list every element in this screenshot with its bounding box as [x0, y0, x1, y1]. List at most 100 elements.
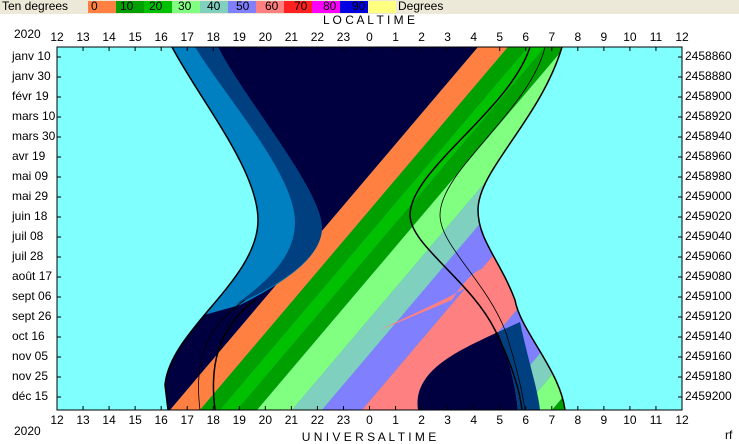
top-tick-label: 17	[181, 30, 195, 44]
legend-swatch	[88, 1, 116, 13]
bottom-tick-label: 16	[154, 413, 168, 427]
bottom-tick-label: 2	[418, 413, 425, 427]
legend-label: 40	[207, 0, 221, 13]
top-tick-label: 5	[496, 30, 503, 44]
legend-label: 30	[178, 0, 192, 13]
legend-label: 20	[149, 0, 163, 13]
date-label: mars 10	[12, 109, 56, 123]
legend-label: 70	[294, 0, 308, 13]
legend: 0 10 20 30 40 50 60 70 80 90	[88, 0, 396, 13]
top-title: L O C A L T I M E	[323, 13, 415, 27]
top-tick-label: 20	[259, 30, 273, 44]
top-tick-label: 12	[675, 30, 689, 44]
footer: rf	[725, 428, 733, 442]
top-tick-label: 23	[337, 30, 351, 44]
date-label: mai 09	[12, 169, 48, 183]
bottom-tick-label: 12	[50, 413, 64, 427]
date-label: janv 10	[11, 49, 51, 63]
date-label: sept 06	[12, 289, 52, 303]
top-tick-label: 19	[233, 30, 247, 44]
bottom-tick-label: 18	[207, 413, 221, 427]
julian-day-label: 2458940	[685, 129, 732, 143]
bottom-tick-label: 1	[392, 413, 399, 427]
top-tick-label: 7	[548, 30, 555, 44]
legend-label: 10	[120, 0, 134, 13]
bottom-tick-label: 12	[675, 413, 689, 427]
bottom-tick-label: 17	[181, 413, 195, 427]
top-tick-label: 0	[366, 30, 373, 44]
date-label: nov 05	[12, 349, 48, 363]
date-label: juin 18	[11, 209, 48, 223]
top-tick-label: 13	[76, 30, 90, 44]
year-bottom: 2020	[14, 424, 41, 438]
bottom-tick-label: 23	[337, 413, 351, 427]
julian-day-label: 2459140	[685, 329, 732, 343]
julian-day-label: 2459120	[685, 309, 732, 323]
bottom-tick-label: 5	[496, 413, 503, 427]
bottom-tick-label: 19	[233, 413, 247, 427]
date-label: nov 25	[12, 369, 48, 383]
julian-day-label: 2459180	[685, 369, 732, 383]
legend-label: 80	[323, 0, 337, 13]
top-tick-label: 11	[650, 30, 663, 44]
top-tick-label: 1	[392, 30, 399, 44]
bottom-tick-label: 4	[470, 413, 477, 427]
top-tick-label: 10	[623, 30, 637, 44]
top-tick-label: 12	[50, 30, 64, 44]
legend-swatch	[340, 1, 368, 13]
julian-day-label: 2459000	[685, 189, 732, 203]
legend-swatch	[144, 1, 172, 13]
legend-swatch	[228, 1, 256, 13]
date-label: mars 30	[12, 129, 56, 143]
bottom-tick-label: 13	[76, 413, 90, 427]
top-tick-label: 22	[311, 30, 325, 44]
date-label: janv 30	[11, 69, 51, 83]
top-tick-label: 21	[285, 30, 299, 44]
julian-day-label: 2459020	[685, 209, 732, 223]
date-label: déc 15	[12, 389, 48, 403]
bottom-tick-label: 7	[548, 413, 555, 427]
bottom-tick-label: 8	[574, 413, 581, 427]
bottom-tick-label: 14	[102, 413, 116, 427]
julian-day-label: 2458960	[685, 149, 732, 163]
date-label: juil 28	[11, 249, 44, 263]
julian-day-label: 2458900	[685, 89, 732, 103]
legend-label: 60	[265, 0, 279, 13]
legend-swatch	[256, 1, 284, 13]
legend-label: 0	[91, 0, 98, 13]
date-label: mai 29	[12, 189, 48, 203]
bottom-tick-label: 22	[311, 413, 325, 427]
bottom-tick-label: 15	[128, 413, 142, 427]
top-tick-label: 6	[522, 30, 529, 44]
legend-unit: Degrees	[398, 0, 443, 13]
legend-swatch	[368, 1, 396, 13]
legend-swatch	[284, 1, 312, 13]
julian-day-label: 2459160	[685, 349, 732, 363]
top-tick-label: 2	[418, 30, 425, 44]
legend-label: 90	[352, 0, 366, 13]
julian-day-label: 2459040	[685, 229, 732, 243]
top-tick-label: 15	[128, 30, 142, 44]
top-tick-label: 16	[154, 30, 168, 44]
julian-day-label: 2459200	[685, 389, 732, 403]
bottom-tick-label: 6	[522, 413, 529, 427]
julian-day-label: 2458980	[685, 169, 732, 183]
bottom-tick-label: 11	[650, 413, 663, 427]
date-label: févr 19	[12, 89, 49, 103]
date-label: sept 26	[12, 309, 52, 323]
date-label: avr 19	[12, 149, 46, 163]
legend-swatch	[172, 1, 200, 13]
julian-day-label: 2459060	[685, 249, 732, 263]
legend-swatch	[312, 1, 340, 13]
top-tick-label: 18	[207, 30, 221, 44]
bottom-tick-label: 0	[366, 413, 373, 427]
julian-day-label: 2459080	[685, 269, 732, 283]
top-tick-label: 8	[574, 30, 581, 44]
bottom-title: U N I V E R S A L T I M E	[302, 430, 437, 444]
bottom-tick-label: 9	[601, 413, 608, 427]
julian-day-label: 2458860	[685, 49, 732, 63]
julian-day-label: 2458920	[685, 109, 732, 123]
legend-swatch	[116, 1, 144, 13]
legend-swatch	[200, 1, 228, 13]
